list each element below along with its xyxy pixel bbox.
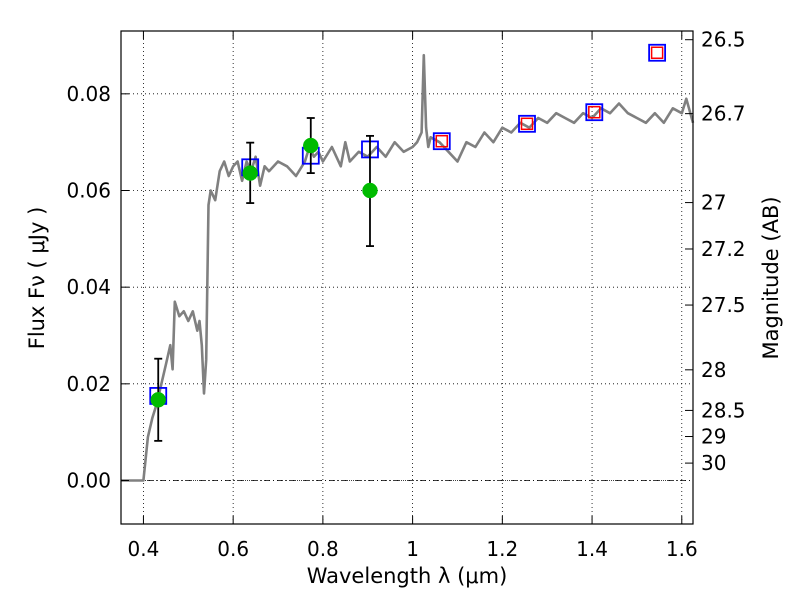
upper-limit-square [520,117,534,131]
upper-limit-square [588,105,601,119]
x-tick-label: 0.6 [217,537,249,561]
upper-limit-square [435,134,449,148]
y-axis-label: Flux Fν ( μJy ) [25,207,49,350]
grid-lines [121,31,693,524]
model-photometry-square [518,114,536,133]
model-photometry-square [432,132,451,151]
model-photometry-square [648,43,667,62]
right-tick-label: 26.5 [701,28,746,52]
right-axis-label: Magnitude (AB) [759,196,783,359]
y-tick-label: 0.00 [66,469,111,493]
right-tick-label: 26.7 [701,102,746,126]
observed-flux-point [242,165,258,181]
x-tick-label: 0.8 [307,537,339,561]
model-spectrum-line [121,53,695,482]
right-tick-label: 27 [701,191,726,215]
y-tick-label: 0.02 [66,372,111,396]
x-tick-label: 1.2 [486,537,518,561]
right-tick-label: 28 [701,358,726,382]
y-tick-label: 0.04 [66,275,111,299]
axis-ticks [121,31,693,524]
right-tick-label: 30 [701,451,726,475]
plot-frame [120,30,694,525]
right-tick-label: 28.5 [701,398,746,422]
right-tick-label: 27.2 [701,237,746,261]
observed-flux-point [362,182,378,199]
y-tick-label: 0.06 [66,179,111,203]
model-photometry-square [585,103,604,122]
x-tick-label: 0.4 [128,537,160,561]
right-tick-label: 27.5 [701,293,746,317]
y-tick-label: 0.08 [66,82,111,106]
x-axis-label: Wavelength λ (μm) [307,564,508,588]
tick-labels: 0.4 0.6 0.8 1 1.2 1.4 1.6 0.00 0.02 0.04 0.06 0.08 2… [66,28,745,561]
observed-flux-point [303,137,319,154]
x-tick-label: 1 [406,537,419,561]
x-tick-label: 1.4 [576,537,608,561]
upper-limit-square [650,46,664,59]
right-tick-label: 29 [701,425,726,449]
observed-flux-point [150,392,166,408]
x-tick-label: 1.6 [666,537,698,561]
plot-area [121,43,695,482]
